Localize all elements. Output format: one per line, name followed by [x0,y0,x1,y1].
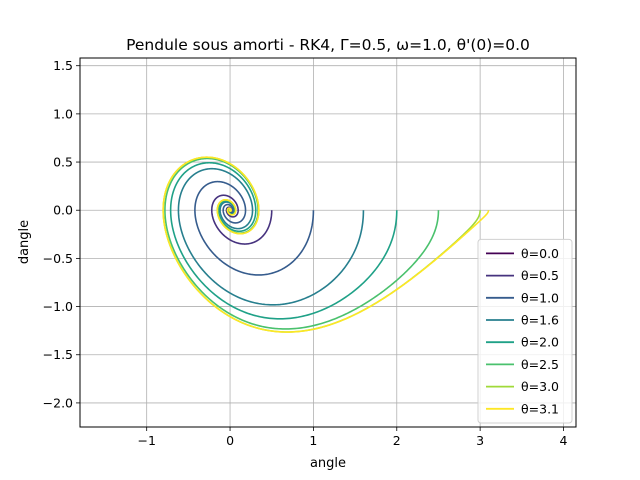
legend-label: θ=0.5 [521,268,559,283]
legend-label: θ=1.0 [521,290,559,305]
x-axis-label: angle [310,456,346,471]
legend: θ=0.0 θ=0.5 θ=1.0 θ=1.6 θ=2.0 θ=2.5 θ=3.0 θ=3.1 [477,238,573,424]
plot-frame [79,57,577,428]
y-tick-label: −2.0 [43,395,73,410]
y-tick-label: −1.0 [43,299,73,314]
x-tick-label: −1 [137,433,155,448]
series-line [194,180,315,276]
legend-label: θ=1.6 [521,313,559,328]
series-lines [162,156,490,333]
y-tick-label: 0.0 [53,203,73,218]
legend-label: θ=3.1 [521,401,559,416]
y-tick-label: 1.5 [53,58,73,73]
chart-title: Pendule sous amorti - RK4, Γ=0.5, ω=1.0,… [126,36,530,54]
x-tick-label: 1 [309,433,317,448]
legend-label: θ=2.0 [521,335,559,350]
series-line [177,167,365,306]
x-tick-label: 3 [476,433,484,448]
y-tick-label: −1.5 [43,347,73,362]
x-tick-label: 2 [393,433,401,448]
legend-label: θ=3.0 [521,379,559,394]
legend-label: θ=2.5 [521,357,559,372]
series-line [162,156,490,333]
axis-ticks: −1 0 1 2 3 4 −2.0 −1.5 −1.0 −0.5 0.0 0.5 1.0 1.5 [43,58,568,448]
y-tick-label: 1.0 [53,106,73,121]
y-axis-label: dangle [17,220,32,264]
x-tick-label: 4 [560,433,568,448]
x-tick-label: 0 [226,433,234,448]
y-tick-label: 0.5 [53,155,73,170]
legend-box [477,238,573,424]
y-tick-label: −0.5 [43,251,73,266]
legend-label: θ=0.0 [521,246,559,261]
